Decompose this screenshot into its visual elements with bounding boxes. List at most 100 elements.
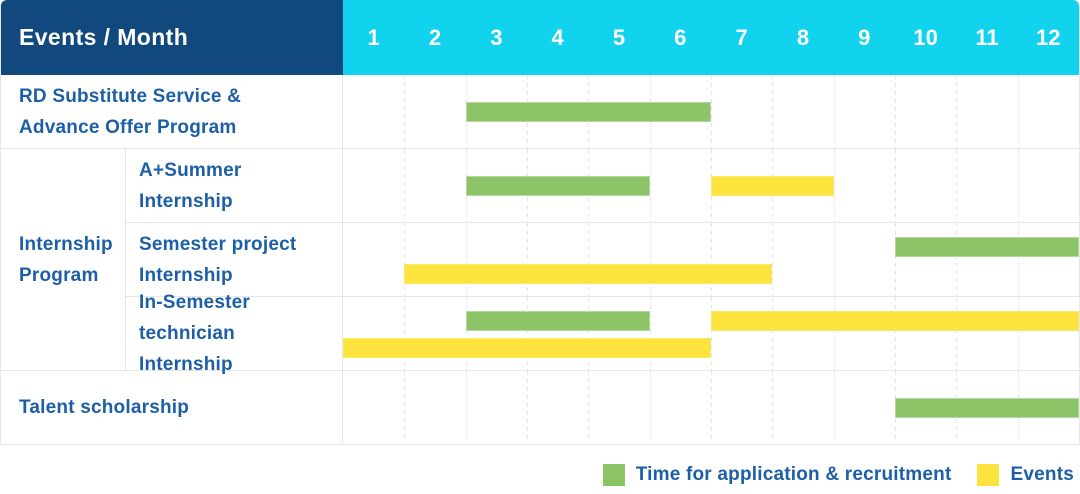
month-gridline [404, 297, 406, 370]
row-label-line: Semester project [139, 233, 297, 255]
table-row: Semester project Internship [126, 222, 1079, 296]
gantt-bar-application [465, 311, 650, 331]
row-label-line: A+Summer [139, 159, 242, 181]
table-row: In-Semester technician Internship [126, 292, 1079, 375]
row-label-line: technician Internship [139, 323, 235, 375]
chart-row [343, 223, 1079, 296]
month-gridline [711, 75, 712, 148]
application-swatch-icon [602, 464, 625, 486]
gantt-bar-event [711, 175, 834, 196]
legend-item-events: Events [977, 464, 1074, 486]
legend: Time for application & recruitment Event… [0, 463, 1074, 487]
table-row: Talent scholarship [1, 370, 1079, 444]
month-gridline [833, 75, 835, 148]
month-label: 12 [1036, 24, 1061, 50]
internship-program-group: Internship Program A+Summer Internship S… [1, 148, 1079, 375]
row-label: RD Substitute Service & Advance Offer Pr… [1, 75, 343, 148]
month-label: 8 [796, 24, 810, 50]
month-gridline [1017, 75, 1019, 148]
table-header-row: Events / Month 1 2 3 4 5 6 7 8 9 10 11 12 [1, 0, 1079, 75]
gantt-bar-application [465, 175, 650, 196]
month-label: 2 [428, 24, 442, 50]
gantt-bar-application [895, 237, 1079, 257]
month-gridline [588, 223, 590, 296]
month-gridline [649, 371, 651, 444]
group-label: Internship Program [1, 149, 126, 370]
month-label: 3 [490, 24, 503, 50]
month-gridline [404, 75, 406, 148]
row-label-line: RD Substitute Service & [19, 85, 242, 107]
month-gridline [1017, 297, 1019, 370]
month-gridline [465, 223, 467, 296]
month-label: 7 [735, 24, 748, 50]
gantt-bar-event [404, 264, 773, 284]
month-gridline [833, 223, 835, 296]
month-gridline [649, 297, 651, 370]
corner-header-label: Events / Month [19, 24, 189, 50]
legend-label: Time for application & recruitment [635, 464, 952, 485]
events-swatch-icon [977, 464, 1000, 486]
month-gridline [833, 297, 835, 370]
month-gridline [895, 149, 896, 222]
row-label-line: Internship [139, 264, 233, 286]
month-gridline [527, 297, 528, 370]
month-gridline [588, 371, 590, 444]
legend-item-application: Time for application & recruitment [602, 464, 952, 486]
chart-row [343, 149, 1079, 222]
row-label: In-Semester technician Internship [126, 292, 343, 375]
month-header: 1 2 3 4 5 6 7 8 9 10 11 12 [343, 0, 1079, 75]
chart-row [343, 371, 1079, 444]
month-label: 9 [858, 24, 871, 50]
month-gridline [711, 297, 712, 370]
month-label: 10 [913, 24, 938, 50]
month-gridline [588, 297, 590, 370]
table-row: A+Summer Internship [126, 149, 1079, 222]
month-gridline [404, 371, 406, 444]
month-label: 1 [367, 24, 380, 50]
month-gridline [1017, 223, 1019, 296]
month-gridline [895, 75, 896, 148]
month-gridline [465, 297, 467, 370]
month-gridline [527, 371, 528, 444]
row-label-line: Advance Offer Program [19, 116, 237, 138]
row-label: A+Summer Internship [126, 149, 343, 222]
month-gridline [956, 297, 958, 370]
month-gridline [1017, 149, 1019, 222]
row-label: Talent scholarship [1, 371, 343, 444]
month-gridline [956, 75, 958, 148]
month-gridline [465, 371, 467, 444]
month-label: 4 [551, 24, 564, 50]
row-label-line: Internship [139, 190, 233, 212]
chart-row [343, 297, 1079, 370]
month-gridline [772, 371, 774, 444]
month-gridline [404, 223, 406, 296]
month-gridline [956, 223, 958, 296]
group-rows: A+Summer Internship Semester project Int… [126, 149, 1079, 375]
month-gridline [956, 149, 958, 222]
month-gridline [833, 149, 835, 222]
table-row: RD Substitute Service & Advance Offer Pr… [1, 75, 1079, 148]
table-body: RD Substitute Service & Advance Offer Pr… [1, 75, 1079, 444]
row-label-line: Talent scholarship [19, 397, 190, 418]
row-label: Semester project Internship [126, 223, 343, 296]
month-gridline [711, 371, 712, 444]
gantt-bar-application [895, 397, 1079, 418]
gantt-bar-application [465, 101, 711, 122]
gantt-bar-event [343, 338, 711, 358]
chart-row [343, 75, 1079, 148]
month-gridline [772, 75, 774, 148]
month-gridline [527, 223, 528, 296]
month-gridline [404, 149, 406, 222]
row-label-line: In-Semester [139, 292, 250, 313]
month-gridline [649, 149, 651, 222]
month-gridline [772, 223, 774, 296]
month-label: 11 [975, 24, 999, 50]
month-gridline [772, 297, 774, 370]
gantt-bar-event [711, 311, 1079, 331]
month-gridline [895, 223, 896, 296]
month-label: 5 [612, 24, 626, 50]
legend-label: Events [1010, 464, 1074, 485]
month-gridline [649, 223, 651, 296]
month-gridline [833, 371, 835, 444]
corner-header-cell: Events / Month [1, 0, 343, 75]
